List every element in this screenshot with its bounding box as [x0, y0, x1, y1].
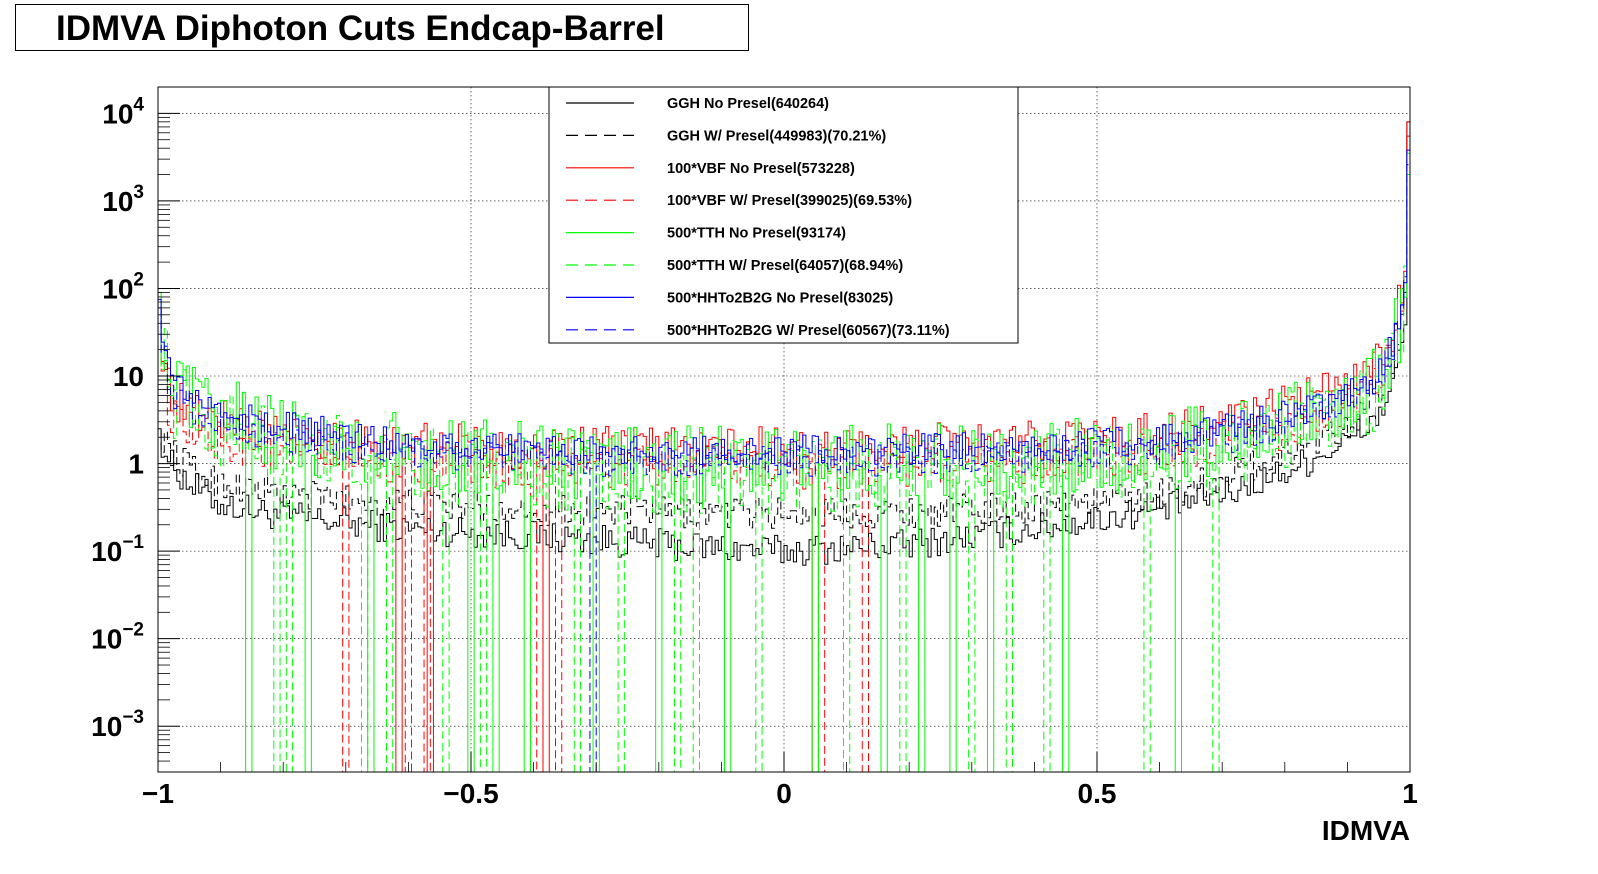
series-line-2 [157, 121, 1411, 773]
y-tick-label: 104 [102, 94, 144, 129]
legend-label: 100*VBF W/ Presel(399025)(69.53%) [667, 193, 912, 209]
x-axis-label: IDMVA [1322, 815, 1410, 846]
series-line-4 [157, 152, 1411, 773]
x-tick-label: 1 [1402, 778, 1418, 809]
x-tick-label: 0 [776, 778, 792, 809]
title-box: IDMVA Diphoton Cuts Endcap-Barrel [15, 4, 749, 51]
legend-label: 500*TTH W/ Presel(64057)(68.94%) [667, 258, 903, 274]
x-tick-label: −1 [142, 778, 174, 809]
x-tick-label: 0.5 [1078, 778, 1117, 809]
y-tick-label: 102 [102, 269, 144, 304]
series-line-7 [157, 164, 1411, 773]
legend-label: GGH W/ Presel(449983)(70.21%) [667, 128, 886, 144]
y-tick-label: 103 [102, 182, 144, 217]
series-line-6 [157, 149, 1411, 772]
x-tick-label: −0.5 [443, 778, 498, 809]
chart-title: IDMVA Diphoton Cuts Endcap-Barrel [56, 9, 665, 48]
legend-label: 500*HHTo2B2G W/ Presel(60567)(73.11%) [667, 323, 950, 339]
y-tick-label: 10−3 [91, 707, 144, 742]
series-line-0 [157, 121, 1411, 772]
series-layer [157, 121, 1411, 773]
series-line-1 [157, 135, 1411, 772]
grid-layer [157, 87, 1411, 772]
legend-label: 500*TTH No Presel(93174) [667, 226, 846, 242]
legend-label: 500*HHTo2B2G No Presel(83025) [667, 290, 893, 306]
legend-label: 100*VBF No Presel(573228) [667, 161, 855, 177]
y-tick-label: 10−2 [91, 620, 144, 655]
legend-layer: GGH No Presel(640264) GGH W/ Presel(44998… [548, 86, 1019, 344]
y-tick-label: 1 [128, 449, 144, 480]
y-tick-label: 10 [113, 361, 144, 392]
legend-label: GGH No Presel(640264) [667, 96, 829, 112]
y-tick-label: 10−1 [91, 532, 144, 567]
legend-box [548, 86, 1019, 344]
